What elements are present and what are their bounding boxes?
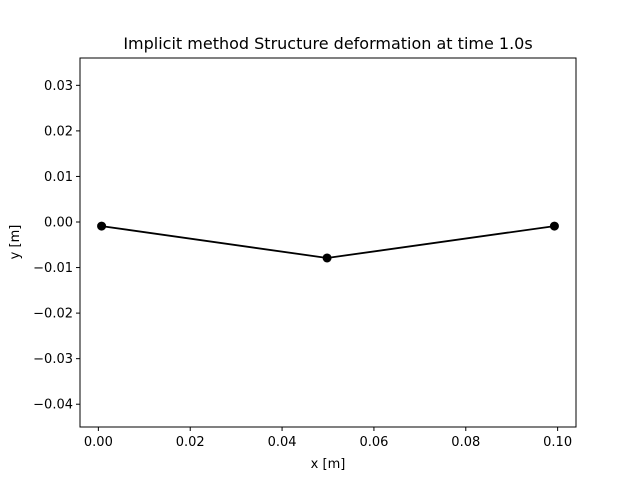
- y-tick-label: 0.00: [44, 216, 73, 231]
- y-axis-ticks: 0.03 0.02 0.01 0.00 −0.01 −0.02 −0.03 −0.04: [33, 79, 80, 413]
- data-point: [549, 221, 559, 231]
- y-tick-label: 0.02: [44, 124, 73, 139]
- y-tick-label: −0.04: [33, 398, 73, 413]
- y-tick-label: 0.01: [44, 170, 73, 185]
- y-tick-label: −0.03: [33, 352, 73, 367]
- x-axis-label: x [m]: [311, 457, 346, 472]
- x-tick-label: 0.02: [176, 435, 205, 450]
- x-axis-ticks: 0.00 0.02 0.04 0.06 0.08 0.10: [84, 427, 572, 450]
- x-tick-label: 0.00: [84, 435, 113, 450]
- y-axis-label: y [m]: [8, 225, 23, 260]
- x-tick-label: 0.06: [359, 435, 388, 450]
- y-tick-label: −0.02: [33, 307, 73, 322]
- chart-title: Implicit method Structure deformation at…: [123, 34, 532, 53]
- x-tick-label: 0.08: [451, 435, 480, 450]
- plot-frame: [79, 57, 577, 428]
- y-tick-label: 0.03: [44, 79, 73, 94]
- x-tick-label: 0.10: [543, 435, 572, 450]
- x-tick-label: 0.04: [268, 435, 297, 450]
- y-tick-label: −0.01: [33, 261, 73, 276]
- data-series: [97, 221, 559, 263]
- data-point: [97, 221, 107, 231]
- data-point: [322, 253, 332, 263]
